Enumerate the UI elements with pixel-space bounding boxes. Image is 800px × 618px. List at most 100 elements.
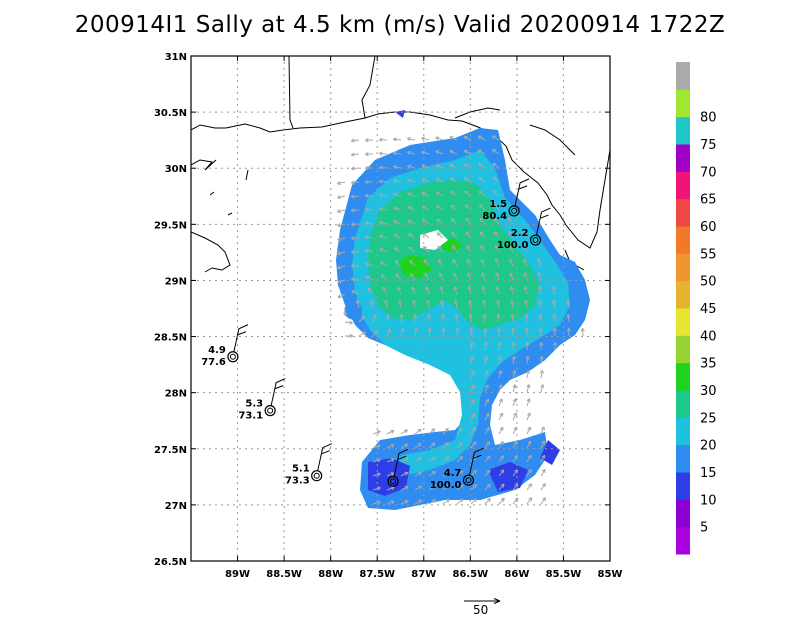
wind-vector (539, 314, 542, 323)
wind-vector-head (525, 370, 531, 374)
wind-vector-head (404, 443, 409, 448)
wind-vector-head (458, 456, 463, 461)
wind-vector (372, 329, 379, 337)
wind-vector (479, 217, 486, 225)
wind-vector-head (511, 341, 516, 346)
wind-vector (470, 413, 476, 421)
wind-vector (344, 321, 353, 324)
lon-tick-label: 86.5W (452, 569, 488, 580)
wind-vector-head (350, 249, 355, 255)
wind-vector (399, 300, 402, 309)
wind-vector (386, 486, 395, 491)
wind-vector (442, 427, 449, 435)
wind-vector-head (482, 313, 487, 318)
wind-vector-head (367, 287, 372, 292)
wind-vector (337, 279, 346, 283)
wind-vector (440, 286, 444, 295)
wind-vector-head (513, 440, 518, 445)
wind-vector-head (540, 426, 545, 431)
wind-vector-head (407, 164, 412, 169)
lat-tick-label: 29.5N (154, 220, 187, 231)
wind-vector (470, 470, 477, 477)
wind-vector (372, 501, 381, 505)
wind-vector-head (350, 166, 355, 171)
wind-vector (522, 231, 528, 239)
wind-vector (408, 246, 416, 253)
wind-vector (421, 205, 430, 211)
wind-vector (512, 398, 517, 407)
colorbar-label: 65 (700, 193, 717, 208)
wind-barb (536, 207, 551, 236)
wind-vector-head (541, 483, 546, 488)
wind-vector-head (435, 136, 440, 141)
wind-vector-head (527, 469, 532, 474)
wind-vector-head (337, 180, 341, 186)
wind-vector-head (486, 455, 491, 460)
wind-vector-head (499, 441, 504, 446)
wind-vector-head (523, 272, 528, 277)
wind-vector-head (485, 398, 490, 403)
wind-vector (484, 342, 487, 351)
wind-vector-head (449, 163, 454, 168)
wind-vector (423, 259, 430, 267)
wind-vector (421, 164, 430, 169)
wind-vector (511, 314, 514, 323)
station-dir-label: 80.4 (482, 211, 507, 222)
colorbar-label: 10 (700, 493, 717, 508)
wind-vector-head (492, 190, 497, 195)
wind-vector (512, 426, 518, 435)
wind-vector (372, 473, 381, 477)
wind-vector (492, 135, 500, 141)
wind-vector-head (450, 191, 455, 196)
wind-vector-head (512, 370, 517, 374)
wind-vector-head (376, 458, 381, 463)
colorbar: 5 10 15 20 25 30 35 40 45 50 55 60 65 70 75 80 (676, 62, 717, 555)
wind-vector (422, 232, 430, 239)
wind-vector (414, 457, 422, 463)
wind-vector (400, 429, 408, 435)
colorbar-swatch (676, 116, 690, 145)
wind-vector (380, 261, 388, 267)
wind-vector (498, 497, 505, 505)
wind-vector-head (469, 327, 474, 332)
wind-vector (386, 328, 391, 337)
wind-vector-head (553, 341, 558, 346)
wind-vector (428, 442, 436, 449)
wind-vector (498, 455, 504, 463)
wind-vector-head (337, 223, 341, 228)
wind-vector-head (465, 218, 470, 222)
wind-vector-head (528, 497, 533, 502)
lat-tick-label: 30N (165, 164, 187, 175)
wind-vector (442, 484, 450, 491)
wind-vector-head (378, 151, 383, 156)
wind-vector-head (436, 205, 441, 210)
wind-vector-head (481, 272, 486, 277)
wind-vector-head (528, 483, 533, 488)
wind-vector-head (467, 272, 472, 277)
wind-vector-head (350, 152, 355, 157)
wind-vector-head (365, 275, 370, 280)
wind-vector (386, 444, 395, 449)
wind-vector-head (349, 333, 354, 339)
wind-vector (509, 272, 514, 281)
coastline-segment (288, 56, 294, 129)
plot-frame (190, 55, 611, 562)
wind-vector (484, 455, 491, 463)
wind-vector (512, 384, 516, 393)
wind-vector-head (510, 300, 515, 304)
wind-vector-head (537, 286, 542, 290)
station-dir-label: 73.1 (238, 411, 263, 422)
colorbar-swatch (676, 526, 690, 555)
wind-vector (484, 370, 488, 379)
wind-vector (512, 441, 518, 449)
wind-swath-region (368, 180, 540, 330)
wind-vector-head (537, 272, 542, 277)
wind-vector (464, 163, 472, 169)
wind-vector (422, 219, 430, 225)
wind-vector (567, 314, 570, 323)
coastline-segment (227, 212, 233, 216)
wind-vector-head (362, 331, 367, 336)
wind-vector-head (379, 234, 384, 239)
colorbar-swatch (676, 444, 690, 473)
station-dir-label: 100.0 (430, 480, 462, 491)
